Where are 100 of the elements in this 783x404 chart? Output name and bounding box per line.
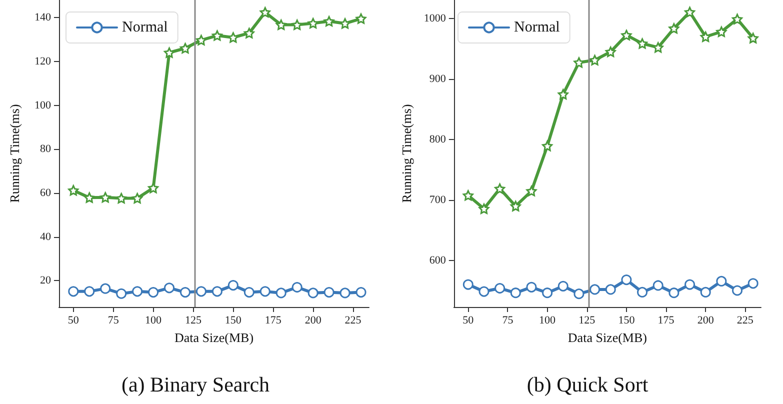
y-axis-title: Running Time(ms) <box>399 104 414 203</box>
point <box>164 47 175 58</box>
point <box>180 42 190 54</box>
point <box>212 30 222 41</box>
point <box>526 186 537 196</box>
point <box>605 284 616 295</box>
point <box>478 203 490 214</box>
point <box>340 18 350 29</box>
x-tick-label: 200 <box>304 314 322 326</box>
y-tick-label: 140 <box>34 12 52 24</box>
point <box>212 286 222 297</box>
point <box>637 38 648 49</box>
y-axis-title: Running Time(ms) <box>7 104 22 203</box>
x-tick-label: 100 <box>539 314 556 326</box>
text: (b) Quick Sort <box>526 372 648 396</box>
x-tick-label: 125 <box>184 314 202 326</box>
point <box>84 192 95 203</box>
point <box>260 286 270 297</box>
point <box>356 287 366 298</box>
point <box>558 280 568 292</box>
point <box>308 288 318 298</box>
legend-label: Normal <box>514 20 560 36</box>
point <box>558 89 568 100</box>
point <box>494 183 506 194</box>
y-tick-label: 900 <box>429 73 446 86</box>
x-tick-label: 150 <box>618 314 636 326</box>
point <box>668 23 680 34</box>
point <box>526 282 537 292</box>
x-tick-label: 100 <box>145 314 162 326</box>
point <box>196 34 206 46</box>
point <box>116 192 127 204</box>
point <box>494 283 506 294</box>
point <box>462 190 474 201</box>
point <box>84 286 95 297</box>
point <box>260 7 270 18</box>
x-tick-label: 175 <box>658 314 675 326</box>
point <box>542 288 553 298</box>
point <box>116 288 127 299</box>
x-tick-label: 50 <box>462 314 474 326</box>
point <box>244 28 254 38</box>
point <box>132 192 143 204</box>
x-axis-title: Data Size(MB) <box>568 330 647 345</box>
x-tick-label: 200 <box>697 314 714 326</box>
point <box>356 13 366 24</box>
point <box>590 54 600 66</box>
point <box>732 285 743 296</box>
y-tick-label: 20 <box>40 274 52 287</box>
point <box>324 16 334 27</box>
y-tick-label: 80 <box>40 143 52 156</box>
point <box>748 278 758 289</box>
y-tick-label: 100 <box>34 99 52 112</box>
point <box>340 288 350 298</box>
point <box>276 20 286 30</box>
point <box>244 287 254 298</box>
point <box>652 42 664 53</box>
x-tick-label: 225 <box>736 314 754 326</box>
point <box>292 20 302 30</box>
y-tick-label: 40 <box>40 230 52 243</box>
point <box>605 46 616 58</box>
point <box>621 30 632 40</box>
point <box>196 286 206 297</box>
point <box>478 286 490 297</box>
x-axis-title: Data Size(MB) <box>174 330 254 345</box>
point <box>164 282 175 294</box>
y-tick-label: 700 <box>429 194 446 206</box>
legend-label: Normal <box>122 20 168 36</box>
point <box>574 57 584 68</box>
point <box>716 26 727 37</box>
text: (a) Binary Search <box>121 372 270 396</box>
y-tick-label: 800 <box>429 134 446 146</box>
point <box>684 279 696 290</box>
point <box>180 287 190 298</box>
point <box>292 282 302 293</box>
x-tick-label: 50 <box>68 314 80 326</box>
point <box>100 283 111 294</box>
point <box>148 287 159 298</box>
x-tick-label: 225 <box>344 314 362 326</box>
point <box>510 288 521 298</box>
point <box>308 18 318 28</box>
point <box>574 288 584 300</box>
point <box>700 31 711 42</box>
point <box>228 280 238 291</box>
point <box>100 192 111 203</box>
y-tick-label: 600 <box>429 254 446 266</box>
point <box>590 284 600 295</box>
point <box>68 185 79 196</box>
point <box>621 274 632 286</box>
point <box>462 279 474 290</box>
x-tick-label: 75 <box>502 314 514 326</box>
point <box>637 286 648 298</box>
point <box>652 280 664 291</box>
point <box>132 286 143 297</box>
x-tick-label: 125 <box>578 314 596 326</box>
point <box>276 288 286 298</box>
point <box>716 276 727 286</box>
point <box>68 286 79 297</box>
point <box>228 32 238 43</box>
y-tick-label: 60 <box>40 186 52 199</box>
x-tick-label: 175 <box>264 314 282 326</box>
point <box>668 288 680 298</box>
